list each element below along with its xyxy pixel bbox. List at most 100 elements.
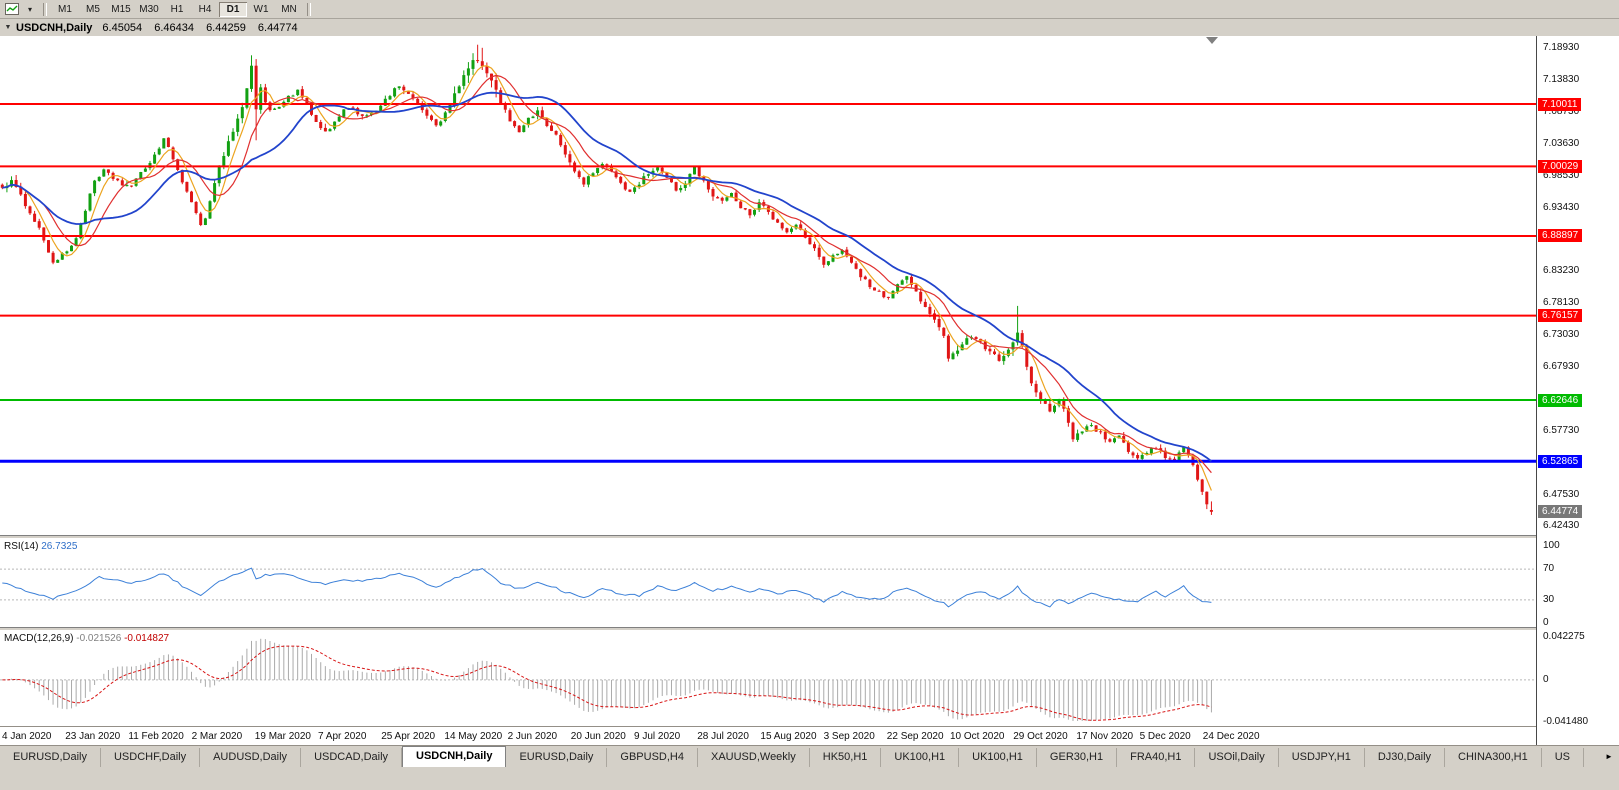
- candle-body: [596, 167, 600, 173]
- candle-body: [259, 87, 263, 110]
- price-axis-label: 6.83230: [1543, 265, 1580, 277]
- chart-tab-audusd-daily[interactable]: AUDUSD,Daily: [200, 748, 302, 767]
- chart-tab-gbpusd-h4[interactable]: GBPUSD,H4: [607, 748, 698, 767]
- period-button-m5[interactable]: M5: [86, 3, 100, 15]
- period-button-d1[interactable]: D1: [219, 1, 247, 17]
- candle-body: [1006, 349, 1010, 356]
- chart-tab-us[interactable]: US: [1542, 748, 1584, 767]
- candle-body: [905, 276, 909, 280]
- chart-tab-hk50-h1[interactable]: HK50,H1: [810, 748, 882, 767]
- candle-body: [365, 115, 369, 117]
- period-button-m1[interactable]: M1: [58, 3, 72, 15]
- candle-body: [379, 105, 383, 111]
- period-button-w1[interactable]: W1: [253, 3, 269, 15]
- candle-body: [1136, 455, 1140, 459]
- candle-body: [1002, 356, 1006, 362]
- candle-body: [1048, 403, 1052, 412]
- rsi-panel[interactable]: [0, 539, 1537, 627]
- period-button-h1[interactable]: H1: [170, 3, 184, 15]
- rsi-value: 26.7325: [41, 541, 78, 552]
- chart-tab-eurusd-daily[interactable]: EURUSD,Daily: [0, 748, 101, 767]
- candle-body: [190, 191, 193, 203]
- candle-body: [1186, 447, 1190, 456]
- candle-body: [1034, 383, 1038, 393]
- panel-splitter[interactable]: [0, 535, 1619, 539]
- macd-panel[interactable]: [0, 631, 1537, 726]
- candle-body: [790, 228, 793, 232]
- candle-body: [120, 180, 124, 186]
- candle-body: [780, 222, 784, 229]
- chart-tab-china300-h1[interactable]: CHINA300,H1: [1445, 748, 1542, 767]
- toolbar-separator: [307, 2, 311, 16]
- candle-body: [1163, 450, 1167, 458]
- candle-body: [706, 180, 710, 190]
- candle-body: [471, 60, 475, 69]
- candle-body: [19, 186, 23, 195]
- chart-tab-usdcad-daily[interactable]: USDCAD,Daily: [301, 748, 403, 767]
- chevron-down-icon[interactable]: ▾: [27, 4, 32, 14]
- date-axis-label: 25 Apr 2020: [381, 731, 436, 742]
- macd-main-value: -0.021526: [76, 633, 122, 644]
- candle-body: [106, 169, 110, 173]
- chart-tab-usdjpy-h1[interactable]: USDJPY,H1: [1279, 748, 1365, 767]
- candle-body: [47, 240, 50, 253]
- price-axis-label: 6.57730: [1543, 424, 1580, 436]
- candle-body: [1025, 345, 1029, 367]
- candle-body: [245, 88, 249, 108]
- chart-icon[interactable]: [3, 2, 21, 17]
- candle-body: [928, 306, 932, 314]
- chart-tab-xauusd-weekly[interactable]: XAUUSD,Weekly: [698, 748, 810, 767]
- candle-body: [863, 276, 867, 280]
- candle-body: [836, 253, 840, 256]
- candle-body: [540, 110, 544, 119]
- chart-tab-uk100-h1[interactable]: UK100,H1: [881, 748, 960, 767]
- time-axis[interactable]: 4 Jan 2020 23 Jan 2020 11 Feb 2020 2 Mar 20…: [0, 726, 1537, 745]
- candle-body: [734, 192, 738, 202]
- candle-body: [508, 110, 512, 122]
- candle-body: [776, 219, 780, 223]
- collapse-chart-icon[interactable]: ▼: [4, 24, 12, 31]
- chart-icon-glyph: [5, 3, 19, 15]
- candle-body: [70, 245, 73, 252]
- candle-body: [997, 354, 1001, 361]
- price-tag-6.88897: 6.88897: [1538, 229, 1583, 243]
- candle-body: [1196, 464, 1200, 480]
- candle-body: [14, 180, 18, 187]
- date-axis-label: 9 Jul 2020: [634, 731, 681, 742]
- tab-scroll-right-icon[interactable]: ►: [1601, 749, 1617, 764]
- date-axis-label: 2 Mar 2020: [191, 731, 243, 742]
- candle-body: [526, 117, 530, 126]
- candle-body: [291, 95, 295, 97]
- candle-body: [503, 104, 507, 110]
- price-axis[interactable]: 7.18930 7.13830 7.08730 7.03630 6.98530 6.934…: [1537, 36, 1619, 745]
- chart-tab-usdchf-daily[interactable]: USDCHF,Daily: [101, 748, 201, 767]
- period-button-m30[interactable]: M30: [139, 3, 159, 15]
- period-button-m15[interactable]: M15: [111, 3, 131, 15]
- price-axis-label: 30: [1543, 593, 1555, 605]
- chart-tab-eurusd-daily[interactable]: EURUSD,Daily: [506, 748, 608, 767]
- candle-body: [139, 172, 143, 179]
- candle-body: [51, 252, 55, 263]
- candle-body: [628, 189, 632, 192]
- candle-body: [231, 131, 235, 141]
- candle-body: [646, 174, 650, 176]
- chart-tab-fra40-h1[interactable]: FRA40,H1: [1117, 748, 1196, 767]
- candles-group: [0, 44, 1213, 515]
- chart-tab-bar: EURUSD,Daily USDCHF,Daily AUDUSD,Daily USDC…: [0, 745, 1619, 767]
- chart-tab-uk100-h1[interactable]: UK100,H1: [959, 748, 1037, 767]
- period-button-h4[interactable]: H4: [198, 3, 212, 15]
- chart-tab-usdcnh-daily[interactable]: USDCNH,Daily: [402, 746, 507, 767]
- candle-body: [771, 212, 775, 220]
- candle-body: [794, 224, 798, 229]
- panel-splitter[interactable]: [0, 627, 1619, 631]
- date-axis-label: 28 Jul 2020: [697, 731, 749, 742]
- chart-tab-usoil-daily[interactable]: USOil,Daily: [1195, 748, 1279, 767]
- chart-tab-ger30-h1[interactable]: GER30,H1: [1037, 748, 1118, 767]
- candle-body: [545, 118, 549, 126]
- candlestick-chart[interactable]: [0, 36, 1537, 535]
- candle-body: [42, 227, 46, 241]
- period-button-mn[interactable]: MN: [281, 3, 297, 15]
- ma-line-21: [2, 91, 1212, 462]
- price-axis-label: 6.47530: [1543, 488, 1580, 500]
- chart-tab-dj30-daily[interactable]: DJ30,Daily: [1365, 748, 1446, 767]
